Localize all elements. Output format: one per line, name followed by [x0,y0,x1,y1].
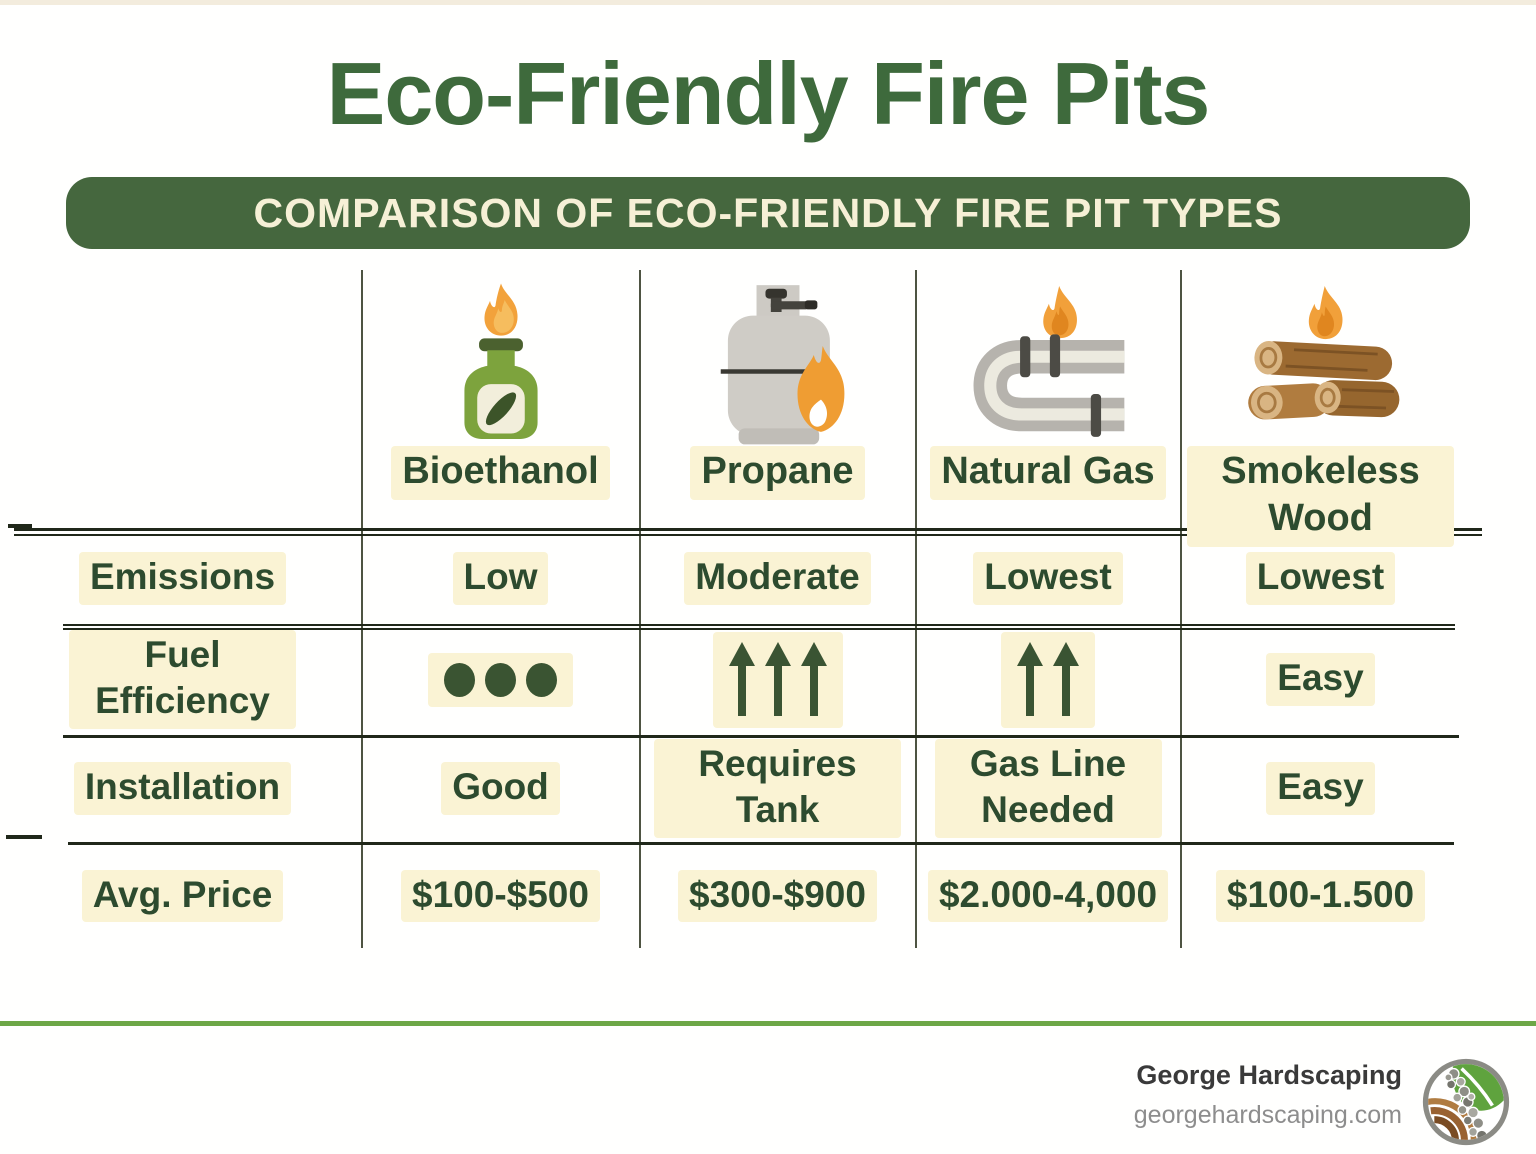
column-header-smokeless-wood: Smokeless Wood [1181,446,1460,550]
cell-emissions-natural-gas: Lowest [916,533,1180,624]
dot-icon [526,662,557,697]
row-label-emissions: Emissions [10,533,355,624]
column-header-label: Smokeless Wood [1187,446,1454,548]
cell-price-propane: $300-$900 [640,842,915,950]
column-header-label: Natural Gas [930,446,1166,501]
cell-price-smokeless-wood: $100-1.500 [1181,842,1460,950]
up-arrow-icon [1017,641,1043,716]
row-label-installation: Installation [10,735,355,842]
cell-emissions-smokeless-wood: Lowest [1181,533,1460,624]
up-arrow-icon [800,641,827,716]
cell-price-natural-gas: $2.000-4,000 [916,842,1180,950]
row-label-fuel-efficiency: Fuel Efficiency [10,624,355,735]
cell-install-natural-gas: Gas Line Needed [916,735,1180,842]
fuel-rating-arrows [712,631,843,728]
propane-tank-flame-icon [640,278,915,448]
column-header-natural-gas: Natural Gas [916,446,1180,550]
bioethanol-bottle-flame-icon [362,278,639,448]
table-hline-emissions [63,624,1455,630]
dot-icon [485,662,516,697]
line-dash-artifact-bottom [6,835,42,839]
table-vline-1 [361,270,363,948]
george-hardscaping-logo [1422,1058,1510,1146]
up-arrow-icon [728,641,755,716]
cell-fuel-natural-gas [916,624,1180,735]
table-hline-header [14,528,1482,536]
cell-emissions-bioethanol: Low [362,533,639,624]
table-hline-installation [68,842,1454,845]
top-strip [0,0,1536,5]
cell-install-bioethanol: Good [362,735,639,842]
row-label-avg-price: Avg. Price [10,842,355,950]
up-arrow-icon [764,641,791,716]
brand-name: George Hardscaping [1136,1060,1402,1090]
dot-icon [444,662,475,697]
smokeless-wood-logs-flame-icon [1181,278,1460,448]
natural-gas-pipe-flame-icon [916,278,1180,448]
footer-divider [0,1021,1536,1026]
table-vline-4 [1180,270,1182,948]
page-title: Eco-Friendly Fire Pits [326,44,1211,143]
column-header-label: Bioethanol [391,446,610,501]
line-dash-artifact-top [8,524,32,528]
column-header-propane: Propane [640,446,915,550]
website-url: georgehardscaping.com [1133,1101,1402,1129]
subtitle-banner-text: COMPARISON OF ECO-FRIENDLY FIRE PIT TYPE… [253,189,1283,236]
cell-emissions-propane: Moderate [640,533,915,624]
cell-fuel-propane [640,624,915,735]
table-hline-fuel [63,735,1459,738]
cell-fuel-smokeless-wood: Easy [1181,624,1460,735]
column-header-bioethanol: Bioethanol [362,446,639,550]
fuel-rating-dots [428,652,573,707]
table-vline-3 [915,270,917,948]
cell-price-bioethanol: $100-$500 [362,842,639,950]
fuel-rating-arrows [1001,631,1095,728]
cell-install-smokeless-wood: Easy [1181,735,1460,842]
footer-text: George Hardscaping georgehardscaping.com [1134,1060,1402,1130]
table-vline-2 [639,270,641,948]
cell-install-propane: Requires Tank [640,735,915,842]
up-arrow-icon [1053,641,1079,716]
cell-fuel-bioethanol [362,624,639,735]
subtitle-banner: COMPARISON OF ECO-FRIENDLY FIRE PIT TYPE… [66,177,1470,249]
column-header-label: Propane [690,446,865,501]
